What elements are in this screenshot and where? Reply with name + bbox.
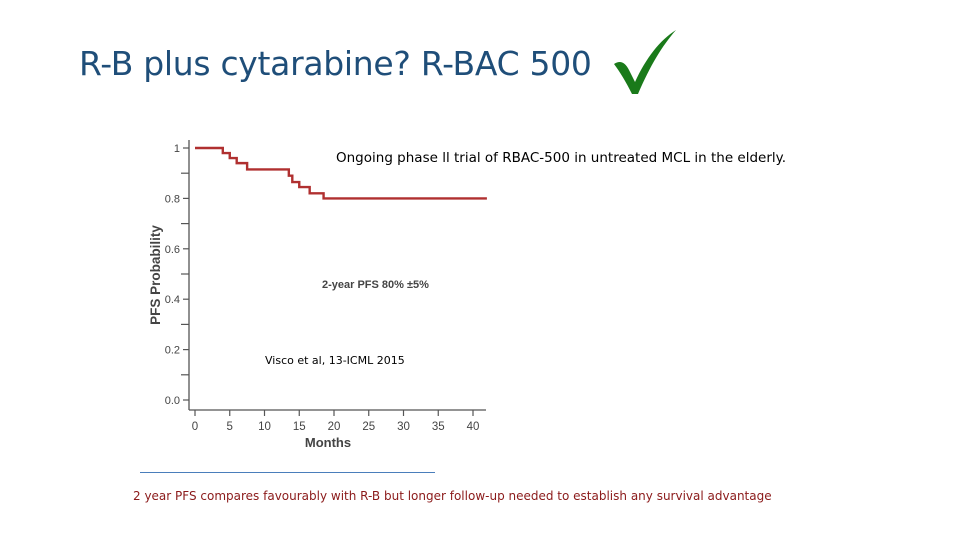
y-tick-label: 0.0: [165, 395, 180, 407]
x-tick-label: 0: [192, 421, 198, 433]
y-axis-label: PFS Probability: [148, 225, 163, 325]
x-tick-label: 35: [432, 421, 445, 433]
x-tick-label: 20: [328, 421, 341, 433]
citation: Visco et al, 13-ICML 2015: [265, 354, 405, 367]
y-tick-label: 0.4: [165, 294, 180, 306]
slide-title: R-B plus cytarabine? R-BAC 500: [79, 44, 592, 83]
divider: [140, 472, 435, 473]
trial-note: Ongoing phase ll trial of RBAC-500 in un…: [336, 150, 787, 166]
y-tick-label: 1: [174, 143, 180, 155]
y-tick-labels: 0.0 0.2 0.4 0.6 0.8 1: [165, 143, 180, 407]
x-tick-label: 30: [397, 421, 410, 433]
y-tick-label: 0.6: [165, 244, 180, 256]
checkmark-icon: [614, 30, 676, 94]
y-tick-label: 0.2: [165, 345, 180, 357]
x-tick-label: 5: [227, 421, 233, 433]
x-tick-label: 25: [362, 421, 375, 433]
x-tick-label: 15: [293, 421, 306, 433]
km-curve: [195, 146, 487, 200]
series-group: [195, 146, 487, 200]
pfs-annotation: 2-year PFS 80% ±5%: [322, 279, 429, 291]
x-tick-label: 40: [467, 421, 480, 433]
y-tick-label: 0.8: [165, 193, 180, 205]
footer-text: 2 year PFS compares favourably with R-B …: [133, 489, 772, 503]
x-tick-labels: 0 5 10 15 20 25 30 35 40: [192, 421, 480, 433]
chart-axes: [181, 140, 486, 416]
x-tick-label: 10: [258, 421, 271, 433]
x-axis-label: Months: [305, 435, 351, 450]
